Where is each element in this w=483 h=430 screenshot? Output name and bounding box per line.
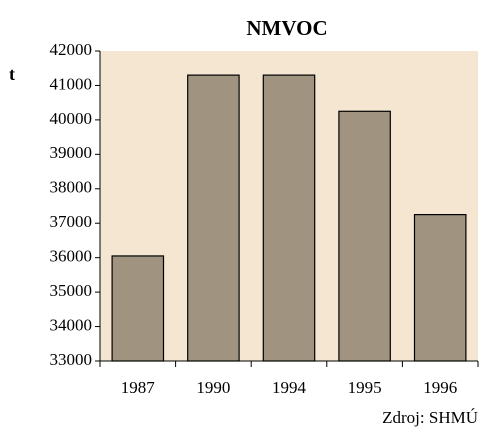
y-tick-label: 33000 <box>50 350 93 369</box>
y-tick-label: 42000 <box>50 40 93 59</box>
y-tick-label: 36000 <box>50 247 93 266</box>
bar <box>413 214 467 362</box>
y-tick-label: 39000 <box>50 143 93 162</box>
bar <box>187 74 240 362</box>
source-note: Zdroj: SHMÚ <box>382 408 478 427</box>
x-tick-label: 1994 <box>272 378 307 397</box>
y-tick-label: 41000 <box>50 74 93 93</box>
x-tick-label: 1990 <box>196 378 230 397</box>
x-tick-label: 1996 <box>423 378 457 397</box>
y-tick-label: 38000 <box>50 178 93 197</box>
bar <box>111 255 165 362</box>
y-tick-label: 40000 <box>50 109 93 128</box>
bar <box>338 110 391 362</box>
chart-title: NMVOC <box>246 16 327 40</box>
x-tick-label: 1987 <box>121 378 156 397</box>
y-tick-label: 35000 <box>50 281 93 300</box>
x-tick-label: 1995 <box>348 378 382 397</box>
y-tick-label: 34000 <box>50 315 93 334</box>
y-tick-label: 37000 <box>50 212 93 231</box>
bar <box>262 74 316 362</box>
y-axis-label: t <box>9 64 15 84</box>
